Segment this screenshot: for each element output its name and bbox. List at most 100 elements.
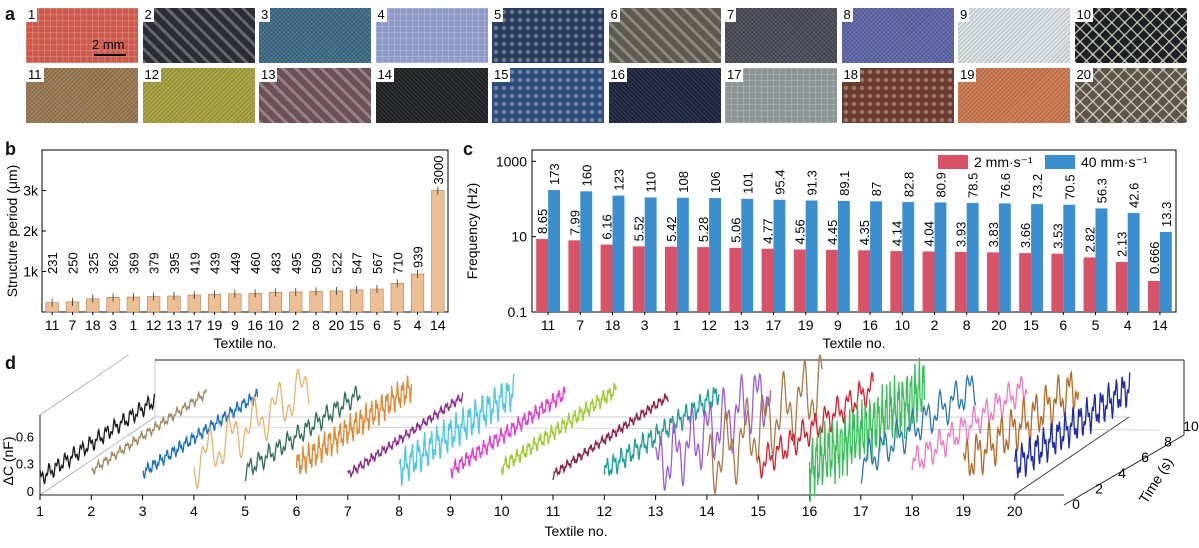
bar-3-series-2 [644, 197, 657, 312]
x-tick-label: 20 [991, 317, 1007, 333]
bar-2-series-1 [922, 251, 935, 312]
x-tick-label: 4 [414, 317, 422, 333]
bar-8-series-1 [954, 251, 967, 312]
x-tick-label: 10 [268, 317, 284, 333]
bar-value-label: 3.66 [1018, 223, 1033, 248]
textile-tile-20: 20 [1074, 68, 1187, 123]
bar-2-series-2 [934, 202, 947, 312]
bar-value-label: 42.6 [1127, 183, 1142, 208]
bar-value-label: 106 [708, 171, 723, 193]
trace-textile-3 [142, 388, 259, 479]
bar-7-series-1 [568, 240, 581, 312]
bar-16-series-1 [858, 250, 871, 312]
bar-14-series-2 [1159, 232, 1172, 312]
textile-tile-5: 5 [492, 8, 604, 63]
textile-tile-number: 1 [26, 8, 38, 22]
bar-value-label: 5.52 [632, 216, 647, 241]
x-axis-label: Textile no. [213, 335, 276, 351]
bar-value-label: 495 [289, 252, 304, 274]
y-tick-label: 1k [23, 264, 39, 280]
trace-textile-18 [911, 375, 1028, 471]
bar-value-label: 3.83 [986, 222, 1001, 247]
bar-4-series-2 [1127, 212, 1140, 312]
x-tick-label: 20 [1007, 503, 1023, 519]
x-tick-label: 15 [349, 317, 365, 333]
bar-4-series-1 [1115, 261, 1128, 312]
bar-value-label: 8.65 [535, 209, 550, 234]
x-tick-label: 5 [241, 503, 249, 519]
bar-value-label: 250 [65, 252, 80, 274]
trace-textile-16 [808, 357, 926, 503]
textile-tile-number: 16 [608, 68, 627, 82]
y-tick-label: 0.6 [16, 429, 34, 444]
bar-12-series-2 [709, 198, 722, 312]
x-tick-label: 18 [85, 317, 101, 333]
x-tick-label: 19 [207, 317, 223, 333]
bar-17-series-1 [761, 248, 774, 312]
x-tick-label: 14 [430, 317, 446, 333]
textile-tile-number: 14 [375, 68, 394, 82]
bar-5-series-1 [1083, 257, 1096, 312]
x-tick-label: 14 [699, 503, 715, 519]
trace-textile-10 [501, 382, 618, 476]
y-tick-label: 10 [511, 229, 527, 245]
bar-value-label: 76.6 [998, 173, 1013, 198]
x-tick-label: 1 [129, 317, 137, 333]
time-tick-label: 4 [1118, 465, 1126, 481]
textile-tile-7: 7 [725, 8, 837, 63]
x-tick-label: 2 [87, 503, 95, 519]
bar-value-label: 483 [268, 252, 283, 274]
bar-6-series-2 [1063, 204, 1076, 312]
textile-tile-number: 11 [26, 68, 44, 82]
x-tick-label: 10 [494, 503, 510, 519]
bar-20-series-2 [998, 203, 1011, 312]
bar-value-label: 395 [167, 252, 182, 274]
y-tick-label: 0.1 [508, 304, 528, 320]
x-tick-label: 9 [447, 503, 455, 519]
textile-tile-number: 2 [142, 8, 154, 22]
x-tick-label: 2 [292, 317, 300, 333]
bar-value-label: 449 [228, 252, 243, 274]
textile-image-grid: 1 2 3 4 5 6 7 8 9 10 11 12 13 14 15 16 17 18 19 20 2 mm [26, 8, 1196, 126]
x-tick-label: 18 [904, 503, 920, 519]
bar-13-series-1 [729, 247, 742, 312]
scale-bar [94, 54, 126, 56]
bar-value-label: 567 [370, 252, 385, 274]
bar-12-series-1 [697, 247, 710, 312]
panel-d-letter: d [5, 353, 16, 373]
bar-value-label: 89.1 [837, 171, 852, 196]
trace-textile-1 [39, 393, 156, 485]
x-tick-label: 17 [853, 503, 869, 519]
bar-1-series-1 [664, 246, 677, 312]
bar-value-label: 939 [411, 246, 426, 268]
textile-tile-17: 17 [725, 68, 837, 123]
textile-tile-number: 7 [725, 8, 737, 22]
y-axis-label: Frequency (Hz) [464, 183, 480, 279]
x-tick-label: 7 [576, 317, 584, 333]
x-axis-label: Textile no. [822, 335, 885, 351]
bar-11-series-2 [548, 190, 561, 312]
trace-textile-20 [1014, 372, 1131, 479]
bar-value-label: 369 [126, 252, 141, 274]
panel-c-letter: c [463, 139, 474, 159]
x-tick-label: 8 [963, 317, 971, 333]
right-edge-front [1063, 434, 1185, 506]
bar-18-series-2 [612, 195, 625, 312]
bar-11-series-1 [536, 239, 549, 312]
bar-10-series-2 [902, 202, 915, 312]
legend-label-1: 2 mm·s⁻¹ [974, 154, 1033, 170]
y-tick-label: 0 [27, 484, 34, 499]
bar-value-label: 4.56 [793, 219, 808, 244]
x-tick-label: 11 [546, 503, 561, 519]
bar-18-series-1 [600, 244, 613, 312]
textile-tile-2: 2 [142, 8, 255, 63]
bar-value-label: 4.77 [761, 218, 776, 243]
bar-value-label: 4.45 [825, 220, 840, 245]
bar-value-label: 4.04 [922, 221, 937, 246]
bar-value-label: 379 [147, 252, 162, 274]
textile-tile-number: 9 [958, 8, 970, 22]
bar-value-label: 362 [106, 252, 121, 274]
bar-value-label: 2.82 [1083, 227, 1098, 252]
time-tick-label: 10 [1183, 418, 1199, 434]
